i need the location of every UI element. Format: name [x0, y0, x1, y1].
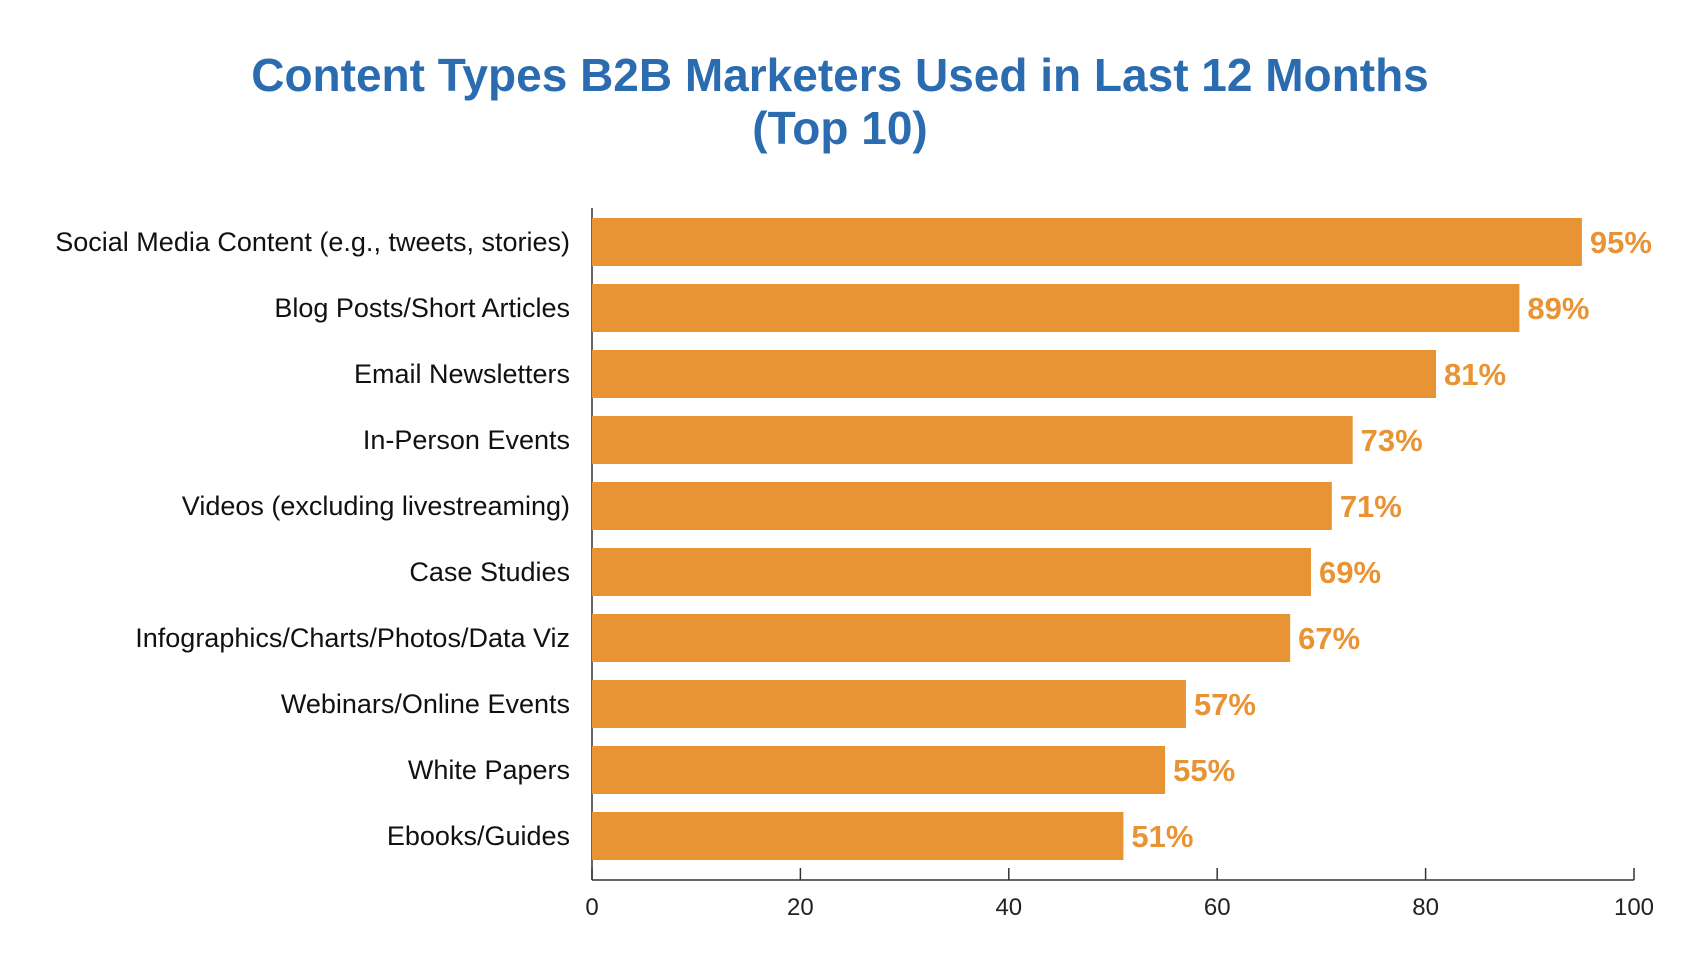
- bar: [592, 482, 1332, 530]
- bar: [592, 350, 1437, 398]
- value-label: 67%: [1298, 621, 1360, 656]
- value-label: 55%: [1173, 753, 1235, 788]
- category-label: Ebooks/Guides: [387, 821, 570, 851]
- category-label: Blog Posts/Short Articles: [274, 293, 570, 323]
- bar: [592, 746, 1166, 794]
- category-label: In-Person Events: [363, 425, 570, 455]
- x-axis: 0 20 40 60 80 100: [585, 208, 1654, 921]
- category-label: Webinars/Online Events: [281, 689, 570, 719]
- x-tick-label: 100: [1614, 894, 1654, 921]
- category-label: Videos (excluding livestreaming): [182, 491, 570, 521]
- value-label: 81%: [1444, 357, 1506, 392]
- x-tick-label: 80: [1412, 894, 1439, 921]
- bar: [592, 680, 1186, 728]
- value-label: 73%: [1361, 423, 1423, 458]
- value-label: 71%: [1340, 489, 1402, 524]
- chart-subtitle: (Top 10): [752, 102, 927, 154]
- category-label: Social Media Content (e.g., tweets, stor…: [55, 227, 570, 257]
- x-tick-label: 60: [1204, 894, 1231, 921]
- bar: [592, 548, 1311, 596]
- bar-group: Social Media Content (e.g., tweets, stor…: [55, 218, 1652, 860]
- bar: [592, 812, 1124, 860]
- chart-title: Content Types B2B Marketers Used in Last…: [251, 49, 1429, 101]
- value-label: 89%: [1527, 291, 1589, 326]
- category-label: Infographics/Charts/Photos/Data Viz: [135, 623, 570, 653]
- value-label: 95%: [1590, 225, 1652, 260]
- bar: [592, 614, 1291, 662]
- x-tick-label: 0: [585, 894, 598, 921]
- x-tick-label: 20: [787, 894, 814, 921]
- value-label: 51%: [1131, 819, 1193, 854]
- bar: [592, 218, 1582, 266]
- category-label: White Papers: [408, 755, 570, 785]
- value-label: 69%: [1319, 555, 1381, 590]
- value-label: 57%: [1194, 687, 1256, 722]
- bar: [592, 284, 1520, 332]
- category-label: Case Studies: [409, 557, 570, 587]
- bar: [592, 416, 1353, 464]
- category-label: Email Newsletters: [354, 359, 570, 389]
- x-tick-label: 40: [995, 894, 1022, 921]
